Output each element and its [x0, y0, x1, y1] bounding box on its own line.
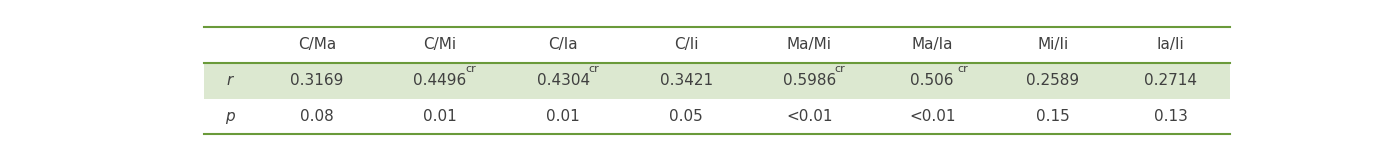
Text: 0.05: 0.05	[670, 109, 703, 124]
Text: cr: cr	[958, 64, 967, 74]
Text: 0.4496: 0.4496	[413, 73, 467, 88]
Text: Mi/Ii: Mi/Ii	[1038, 37, 1068, 52]
Text: C/Ii: C/Ii	[674, 37, 699, 52]
Text: 0.01: 0.01	[546, 109, 580, 124]
Text: 0.5986: 0.5986	[783, 73, 836, 88]
Text: C/Mi: C/Mi	[423, 37, 456, 52]
Text: C/Ia: C/Ia	[548, 37, 577, 52]
Text: 0.15: 0.15	[1036, 109, 1069, 124]
Text: 0.2589: 0.2589	[1027, 73, 1079, 88]
Text: 0.13: 0.13	[1153, 109, 1188, 124]
Text: 0.506: 0.506	[911, 73, 954, 88]
Text: r: r	[227, 73, 233, 88]
Text: Ma/Mi: Ma/Mi	[787, 37, 832, 52]
Text: Ma/Ia: Ma/Ia	[911, 37, 954, 52]
Text: cr: cr	[834, 64, 845, 74]
Text: 0.08: 0.08	[300, 109, 333, 124]
Text: 0.01: 0.01	[423, 109, 457, 124]
Text: p: p	[225, 109, 234, 124]
Text: 0.2714: 0.2714	[1144, 73, 1197, 88]
Text: 0.3421: 0.3421	[660, 73, 712, 88]
FancyBboxPatch shape	[204, 63, 1229, 99]
Text: Ia/Ii: Ia/Ii	[1156, 37, 1185, 52]
Text: cr: cr	[466, 64, 475, 74]
Text: 0.3169: 0.3169	[291, 73, 343, 88]
Text: cr: cr	[588, 64, 599, 74]
FancyBboxPatch shape	[204, 99, 1229, 134]
Text: <0.01: <0.01	[909, 109, 955, 124]
Text: 0.4304: 0.4304	[536, 73, 590, 88]
Text: C/Ma: C/Ma	[298, 37, 336, 52]
Text: <0.01: <0.01	[785, 109, 832, 124]
